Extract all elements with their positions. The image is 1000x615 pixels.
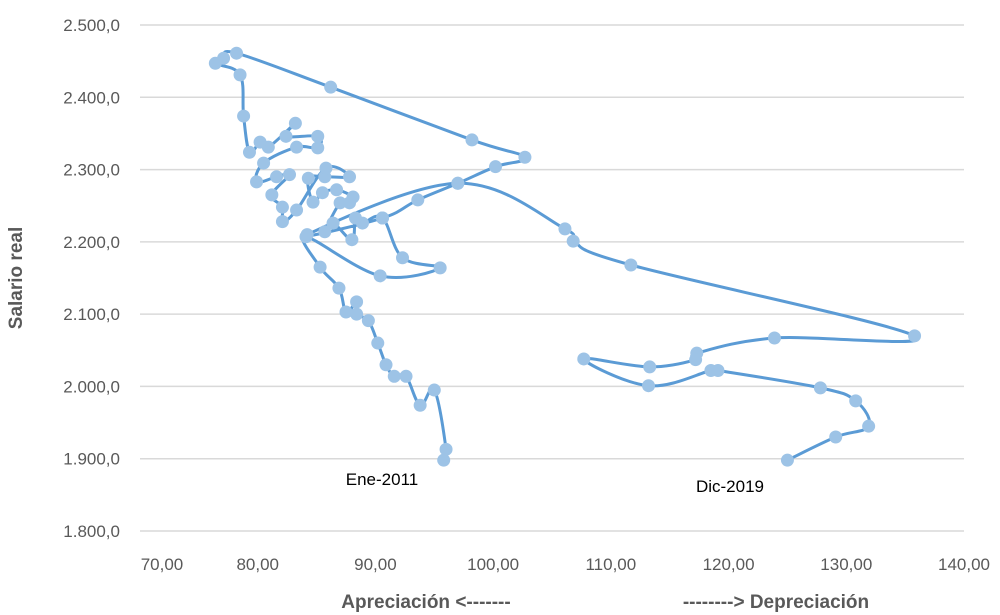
x-tick-label: 120,00 bbox=[703, 555, 755, 574]
data-point bbox=[413, 398, 427, 412]
data-point bbox=[451, 176, 465, 190]
y-tick-label: 2.400,0 bbox=[63, 88, 120, 107]
y-tick-label: 2.000,0 bbox=[63, 377, 120, 396]
data-point bbox=[237, 109, 251, 123]
data-point bbox=[350, 295, 364, 309]
data-point bbox=[330, 183, 344, 197]
data-point bbox=[361, 314, 375, 328]
data-point bbox=[265, 188, 279, 202]
data-point bbox=[279, 129, 293, 143]
x-tick-label: 110,00 bbox=[585, 555, 636, 574]
data-point bbox=[333, 196, 347, 210]
data-point bbox=[373, 269, 387, 283]
data-point bbox=[301, 171, 315, 185]
data-point bbox=[558, 222, 572, 236]
annotation-end: Dic-2019 bbox=[696, 477, 764, 496]
data-point bbox=[643, 360, 657, 374]
data-point bbox=[319, 161, 333, 175]
data-point bbox=[350, 307, 364, 321]
data-point bbox=[250, 175, 264, 189]
x-axis-label-left: Apreciación <------- bbox=[341, 592, 510, 613]
data-point bbox=[311, 129, 325, 143]
data-point bbox=[339, 305, 353, 319]
x-tick-label: 130,00 bbox=[820, 555, 872, 574]
data-point bbox=[433, 261, 447, 275]
x-tick-label: 70,00 bbox=[141, 555, 184, 574]
data-point bbox=[577, 352, 591, 366]
x-tick-label: 90,00 bbox=[354, 555, 397, 574]
data-point bbox=[217, 51, 231, 65]
y-tick-label: 2.300,0 bbox=[63, 161, 120, 180]
data-point bbox=[275, 200, 289, 214]
data-point bbox=[233, 68, 247, 82]
data-point bbox=[387, 369, 401, 383]
data-point bbox=[270, 170, 284, 184]
data-point bbox=[488, 160, 502, 174]
data-point bbox=[290, 140, 304, 154]
annotation-start: Ene-2011 bbox=[346, 470, 418, 489]
data-point bbox=[313, 260, 327, 274]
data-point bbox=[253, 135, 267, 149]
data-point bbox=[288, 116, 302, 130]
data-point bbox=[711, 364, 725, 378]
y-tick-label: 2.200,0 bbox=[63, 233, 120, 252]
data-point bbox=[465, 133, 479, 147]
data-point bbox=[348, 211, 362, 225]
data-point bbox=[399, 369, 413, 383]
x-tick-label: 100,00 bbox=[467, 555, 519, 574]
data-point bbox=[427, 383, 441, 397]
data-point bbox=[862, 419, 876, 433]
data-point bbox=[437, 453, 451, 467]
series-line bbox=[213, 50, 920, 462]
data-point bbox=[566, 234, 580, 248]
data-point bbox=[642, 379, 656, 393]
data-point bbox=[849, 394, 863, 408]
y-tick-label: 1.900,0 bbox=[63, 450, 120, 469]
data-point bbox=[306, 195, 320, 209]
data-point bbox=[780, 453, 794, 467]
data-point bbox=[332, 281, 346, 295]
data-point bbox=[379, 358, 393, 372]
data-point bbox=[375, 211, 389, 225]
data-point bbox=[346, 190, 360, 204]
y-tick-label: 1.800,0 bbox=[63, 522, 120, 541]
data-point bbox=[439, 442, 453, 456]
data-point bbox=[908, 329, 922, 343]
data-point bbox=[689, 353, 703, 367]
y-tick-label: 2.100,0 bbox=[63, 305, 120, 324]
data-point bbox=[311, 141, 325, 155]
data-point bbox=[624, 258, 638, 272]
data-point bbox=[275, 215, 289, 229]
data-point bbox=[518, 150, 532, 164]
data-point bbox=[282, 168, 296, 182]
data-point bbox=[300, 228, 314, 242]
data-point bbox=[345, 233, 359, 247]
data-point bbox=[396, 251, 410, 265]
data-point bbox=[829, 430, 843, 444]
y-tick-label: 2.500,0 bbox=[63, 16, 120, 35]
x-axis-label-right: --------> Depreciación bbox=[683, 592, 869, 613]
data-point bbox=[290, 203, 304, 217]
data-point bbox=[411, 193, 425, 207]
x-tick-label: 80,00 bbox=[236, 555, 279, 574]
data-point bbox=[324, 80, 338, 94]
data-point bbox=[318, 225, 332, 239]
y-axis-label: Salario real bbox=[6, 227, 27, 329]
data-point bbox=[343, 170, 357, 184]
data-point bbox=[315, 186, 329, 200]
data-point bbox=[257, 156, 271, 170]
data-point bbox=[813, 381, 827, 395]
data-point bbox=[371, 336, 385, 350]
data-point bbox=[242, 145, 256, 159]
x-tick-label: 140,00 bbox=[938, 555, 990, 574]
data-point bbox=[230, 46, 244, 60]
data-point bbox=[767, 331, 781, 345]
data-point bbox=[326, 216, 340, 230]
